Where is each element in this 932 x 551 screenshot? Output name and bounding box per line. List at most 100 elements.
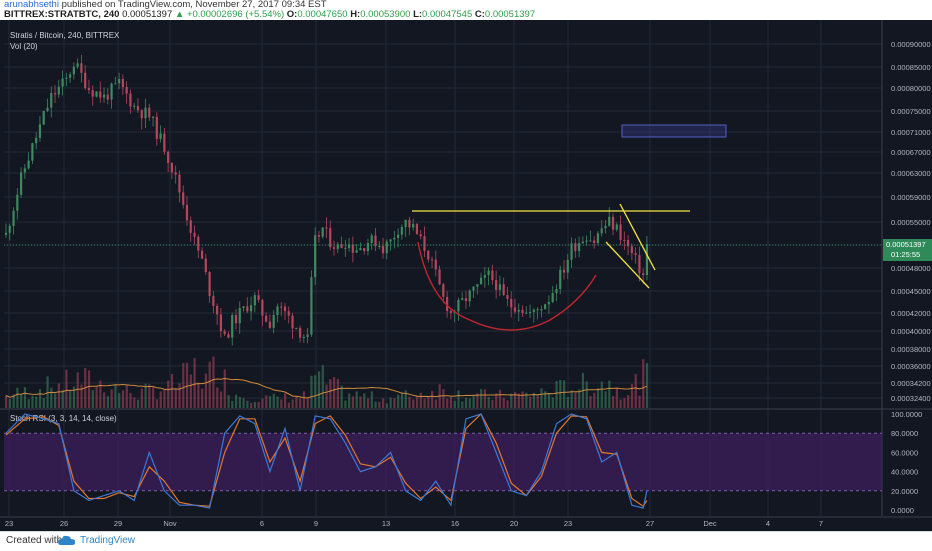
candle-body — [261, 299, 264, 316]
candle-body — [185, 204, 189, 221]
candle-body — [593, 240, 596, 244]
volume-bar — [223, 369, 226, 408]
volume-bar — [268, 396, 272, 408]
volume-bar — [152, 387, 155, 408]
volume-bar — [253, 401, 257, 408]
candle-body — [491, 270, 494, 281]
volume-bar — [216, 387, 219, 408]
volume-bar — [562, 380, 566, 408]
candle-body — [446, 296, 449, 311]
price-tick-label: 0.00071000 — [891, 128, 931, 137]
rsi-label: Stoch RSI (3, 3, 14, 14, close) — [10, 414, 117, 423]
candle-body — [200, 250, 204, 259]
candle-body — [242, 306, 245, 309]
candle-body — [566, 259, 569, 273]
volume-bar — [295, 395, 298, 408]
candle-body — [121, 79, 124, 87]
volume-bars — [5, 356, 649, 408]
volume-bar — [155, 399, 159, 408]
candle-body — [344, 247, 347, 249]
volume-bar — [408, 396, 411, 408]
candle-body — [65, 77, 68, 79]
candle-body — [170, 162, 173, 173]
candle-body — [144, 107, 147, 119]
candle-body — [412, 223, 415, 228]
tradingview-brand[interactable]: TradingView — [80, 535, 136, 546]
candle-body — [38, 124, 42, 138]
volume-bar — [351, 396, 355, 408]
volume-bar — [69, 389, 72, 408]
volume-bar — [325, 384, 328, 408]
volume-bar — [574, 392, 577, 408]
candle-body — [423, 236, 426, 251]
candle-body — [16, 194, 19, 211]
candle-body — [227, 334, 230, 338]
rsi-band — [4, 433, 882, 491]
candle-body — [57, 86, 60, 95]
candle-body — [148, 107, 151, 118]
candle-body — [442, 284, 445, 297]
volume-bar — [578, 389, 581, 408]
volume-bar — [378, 401, 381, 408]
rsi-tick-label: 0.0000 — [891, 506, 914, 515]
volume-bar — [50, 387, 53, 408]
volume-bar — [291, 399, 294, 408]
candle-body — [457, 299, 460, 312]
price-tick-label: 0.00036000 — [891, 362, 931, 371]
candle-body — [513, 307, 517, 312]
volume-bar — [61, 389, 64, 408]
time-tick-label: Nov — [163, 519, 177, 528]
candle-body — [476, 284, 479, 287]
volume-bar — [612, 396, 615, 408]
candle-body — [106, 94, 109, 100]
candle-body — [645, 243, 649, 276]
candle-body — [283, 306, 287, 312]
candle-body — [223, 331, 226, 335]
volume-bar — [276, 396, 279, 408]
volume-bar — [8, 399, 11, 408]
volume-bar — [585, 381, 588, 408]
candle-body — [619, 224, 622, 240]
volume-bar — [366, 398, 370, 408]
volume-bar — [12, 394, 15, 408]
volume-bar — [540, 388, 543, 408]
volume-bar — [16, 387, 19, 408]
volume-bar — [457, 390, 460, 408]
countdown-label: 01:25:55 — [891, 250, 920, 259]
candle-body — [80, 63, 83, 73]
symbol-label: BITTREX:STRATBTC, 240 — [4, 9, 120, 20]
candle-body — [626, 240, 630, 247]
author-link[interactable]: arunabhsethi — [4, 0, 59, 10]
candle-body — [317, 235, 321, 237]
candle-body — [163, 133, 166, 152]
volume-bar — [630, 383, 634, 408]
ohlc-line: BITTREX:STRATBTC, 240 0.00051397 ▲ +0.00… — [4, 10, 535, 20]
volume-bar — [491, 399, 494, 408]
candle-body — [468, 290, 471, 302]
volume-bar — [133, 397, 136, 408]
candle-body — [136, 105, 140, 111]
close-value: 0.00051397 — [484, 9, 536, 20]
volume-bar — [506, 400, 509, 408]
volume-bar — [604, 391, 607, 408]
candle-body — [91, 90, 94, 97]
volume-bar — [57, 383, 60, 408]
volume-bar — [623, 398, 626, 408]
candle-body — [219, 314, 223, 332]
volume-bar — [374, 401, 377, 408]
candle-body — [23, 168, 26, 173]
volume-bar — [189, 374, 192, 408]
open-label: O: — [286, 9, 298, 20]
price-chart[interactable]: 0.00090000 0.00085000 0.00080000 0.00075000… — [0, 20, 932, 531]
candle-body — [314, 235, 317, 278]
volume-bar — [333, 377, 336, 408]
candle-body — [449, 310, 452, 313]
price-tick-label: 0.00045000 — [891, 287, 931, 296]
candle-body — [4, 232, 8, 235]
price-tick-label: 0.00038000 — [891, 345, 931, 354]
last-price: 0.00051397 — [122, 9, 173, 20]
volume-bar — [80, 384, 83, 408]
candle-body — [634, 253, 637, 256]
candle-body — [495, 280, 498, 290]
candle-body — [608, 216, 611, 226]
